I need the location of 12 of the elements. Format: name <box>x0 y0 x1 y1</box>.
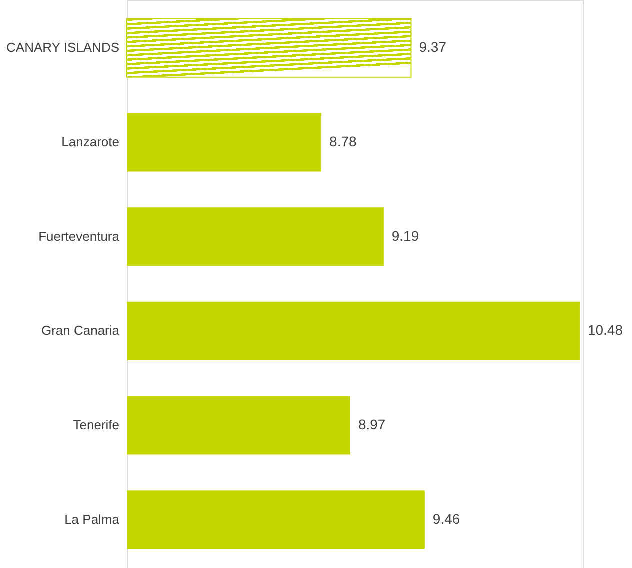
data-label: 8.78 <box>330 133 358 150</box>
y-tick-label: Fuerteventura <box>38 228 120 244</box>
y-tick-label: Gran Canaria <box>41 323 120 338</box>
data-label: 9.37 <box>419 39 447 56</box>
data-label: 8.97 <box>358 416 386 433</box>
data-label: 9.46 <box>432 510 460 527</box>
y-tick-label: Lanzarote <box>62 134 120 150</box>
y-tick-label: Tenerife <box>73 418 120 433</box>
data-label: 10.48 <box>588 322 624 338</box>
y-tick-label: La Palma <box>64 512 120 527</box>
data-label: 9.19 <box>392 228 420 244</box>
y-tick-label: CANARY ISLANDS <box>6 40 120 56</box>
